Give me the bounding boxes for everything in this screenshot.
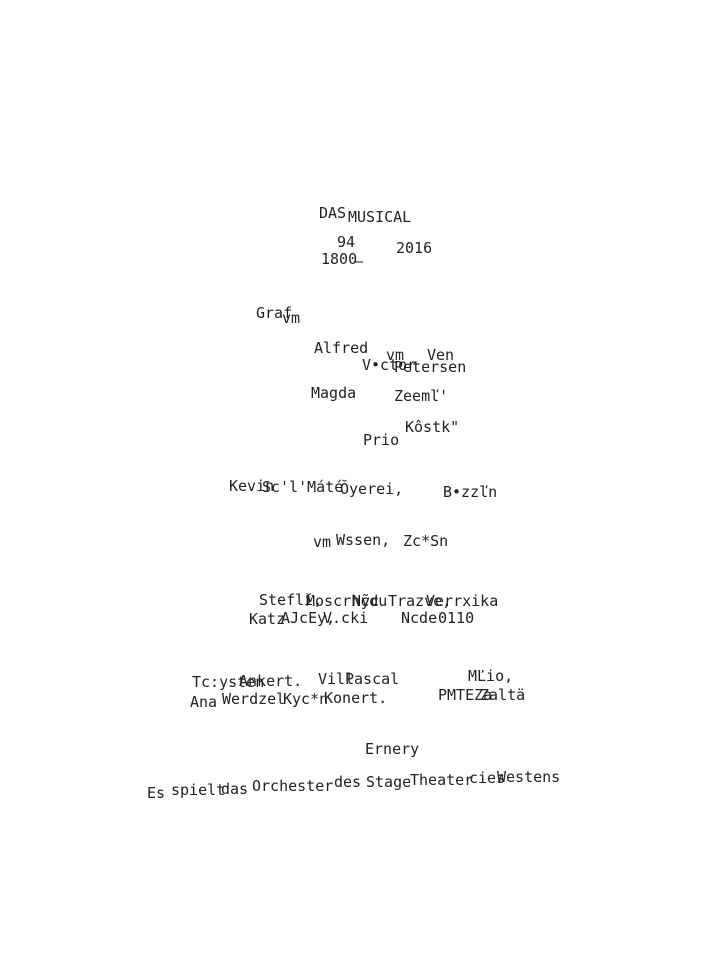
footer-word: Orchester	[252, 777, 334, 795]
footer-word: das	[221, 780, 249, 798]
credit-word: vm	[313, 533, 332, 551]
credit-word: Moscrhcdu	[306, 592, 388, 610]
credit-word: Vill	[318, 670, 355, 688]
credit-word: Magda	[311, 384, 357, 402]
credit-word: V.cki	[323, 609, 369, 627]
footer-word: Es	[147, 784, 166, 802]
credit-word: Wssen,	[336, 531, 391, 549]
credit-word: Ncde	[401, 609, 438, 627]
subtitle-word: 94	[337, 233, 356, 251]
footer-word: Stage	[366, 773, 412, 791]
credit-word: Nỹc	[352, 592, 380, 610]
credit-word: Kyc*n	[283, 690, 329, 708]
credit-word: Trazve,	[388, 592, 452, 610]
credit-word: Kôstk"	[405, 418, 460, 436]
credit-word: PMTEZa	[438, 686, 493, 704]
footer-word: spielt	[171, 781, 226, 799]
credit-word: Alfred	[314, 339, 369, 357]
footer-word: des	[334, 773, 362, 791]
credit-word: Petersen	[394, 358, 467, 376]
credit-word: Steflĭ,	[259, 591, 323, 609]
credit-word: Ŏyerei,	[340, 480, 404, 498]
credit-word: Katz	[249, 610, 286, 628]
credit-word: Ana	[190, 693, 218, 711]
subtitle-word: 1800	[321, 250, 358, 268]
credit-word: Konert.	[324, 689, 388, 707]
credit-word: B•zzľn	[443, 483, 498, 501]
title-word: DAS	[319, 204, 347, 222]
footer-word: Theater	[410, 771, 474, 789]
credit-word: vm	[282, 309, 301, 327]
credit-word: Zaltä	[480, 686, 526, 704]
credit-word: V•ctor	[362, 356, 417, 374]
credit-word: Werdzel	[222, 690, 286, 708]
credit-word: Zeemľ'	[394, 387, 449, 405]
credit-word: MĽio,	[468, 667, 514, 685]
credit-word: Kevin	[229, 477, 275, 495]
credit-word: vm	[386, 346, 405, 364]
credit-word: Ven	[427, 346, 455, 364]
credit-word: Sc'l'Máté	[262, 478, 344, 496]
subtitle-word: 2016	[396, 239, 433, 257]
footer-word: cies	[469, 769, 506, 787]
title-word: MUSICAL	[348, 208, 412, 226]
subtitle-word: —	[354, 252, 364, 270]
credit-word: Pascal	[345, 670, 400, 688]
credit-word: AJcEy,	[281, 609, 336, 627]
credit-word: Verrxika	[426, 592, 499, 610]
footer-word: Westens	[497, 768, 561, 786]
footer-word: Ernery	[365, 740, 420, 758]
credit-word: Graf	[256, 304, 293, 322]
credit-word: Zc*Sn	[403, 532, 449, 550]
credit-word: Ankert.	[239, 672, 303, 690]
credit-word: 0110	[438, 609, 475, 627]
credit-word: Tc:ysten	[192, 673, 265, 691]
credit-word: Prio	[363, 431, 400, 449]
